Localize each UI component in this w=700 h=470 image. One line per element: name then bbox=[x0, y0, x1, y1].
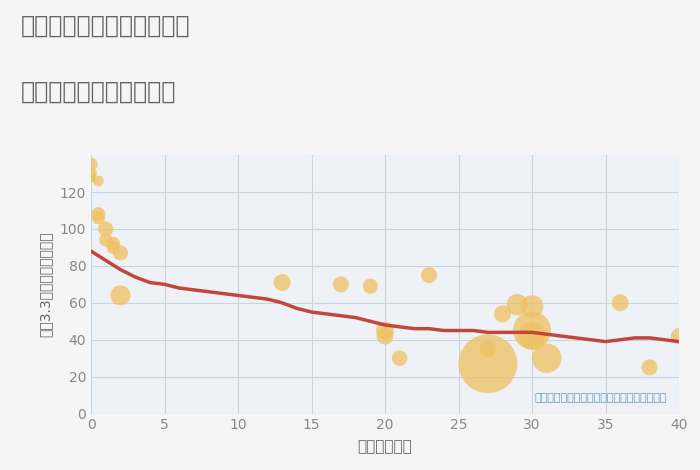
Point bbox=[335, 281, 346, 288]
Point bbox=[92, 211, 104, 218]
Point bbox=[92, 214, 104, 222]
Point bbox=[108, 240, 119, 248]
Y-axis label: 坪（3.3㎡）単価（万円）: 坪（3.3㎡）単価（万円） bbox=[38, 232, 52, 337]
Point bbox=[115, 249, 126, 257]
Point bbox=[100, 236, 111, 244]
Point bbox=[379, 327, 391, 334]
Point bbox=[365, 282, 376, 290]
Point bbox=[85, 170, 97, 177]
Point bbox=[541, 354, 552, 362]
Text: 円の大きさは、取引のあった物件面積を示す: 円の大きさは、取引のあった物件面積を示す bbox=[535, 393, 667, 403]
Point bbox=[108, 243, 119, 251]
Point bbox=[92, 177, 104, 185]
Point bbox=[100, 225, 111, 233]
Point bbox=[526, 332, 538, 340]
Text: 築年数別中古戸建て価格: 築年数別中古戸建て価格 bbox=[21, 80, 176, 104]
Point bbox=[526, 327, 538, 334]
X-axis label: 築年数（年）: 築年数（年） bbox=[358, 439, 412, 454]
Point bbox=[673, 332, 685, 340]
Point bbox=[497, 310, 508, 318]
Point bbox=[615, 299, 626, 306]
Point bbox=[276, 279, 288, 286]
Point bbox=[644, 364, 655, 371]
Text: 愛知県豊橋市石巻中山町の: 愛知県豊橋市石巻中山町の bbox=[21, 14, 190, 38]
Point bbox=[85, 161, 97, 168]
Point bbox=[482, 360, 493, 368]
Point bbox=[115, 292, 126, 299]
Point bbox=[85, 173, 97, 181]
Point bbox=[512, 301, 523, 308]
Point bbox=[394, 354, 405, 362]
Point bbox=[379, 332, 391, 340]
Point bbox=[482, 345, 493, 352]
Point bbox=[424, 271, 435, 279]
Point bbox=[526, 303, 538, 310]
